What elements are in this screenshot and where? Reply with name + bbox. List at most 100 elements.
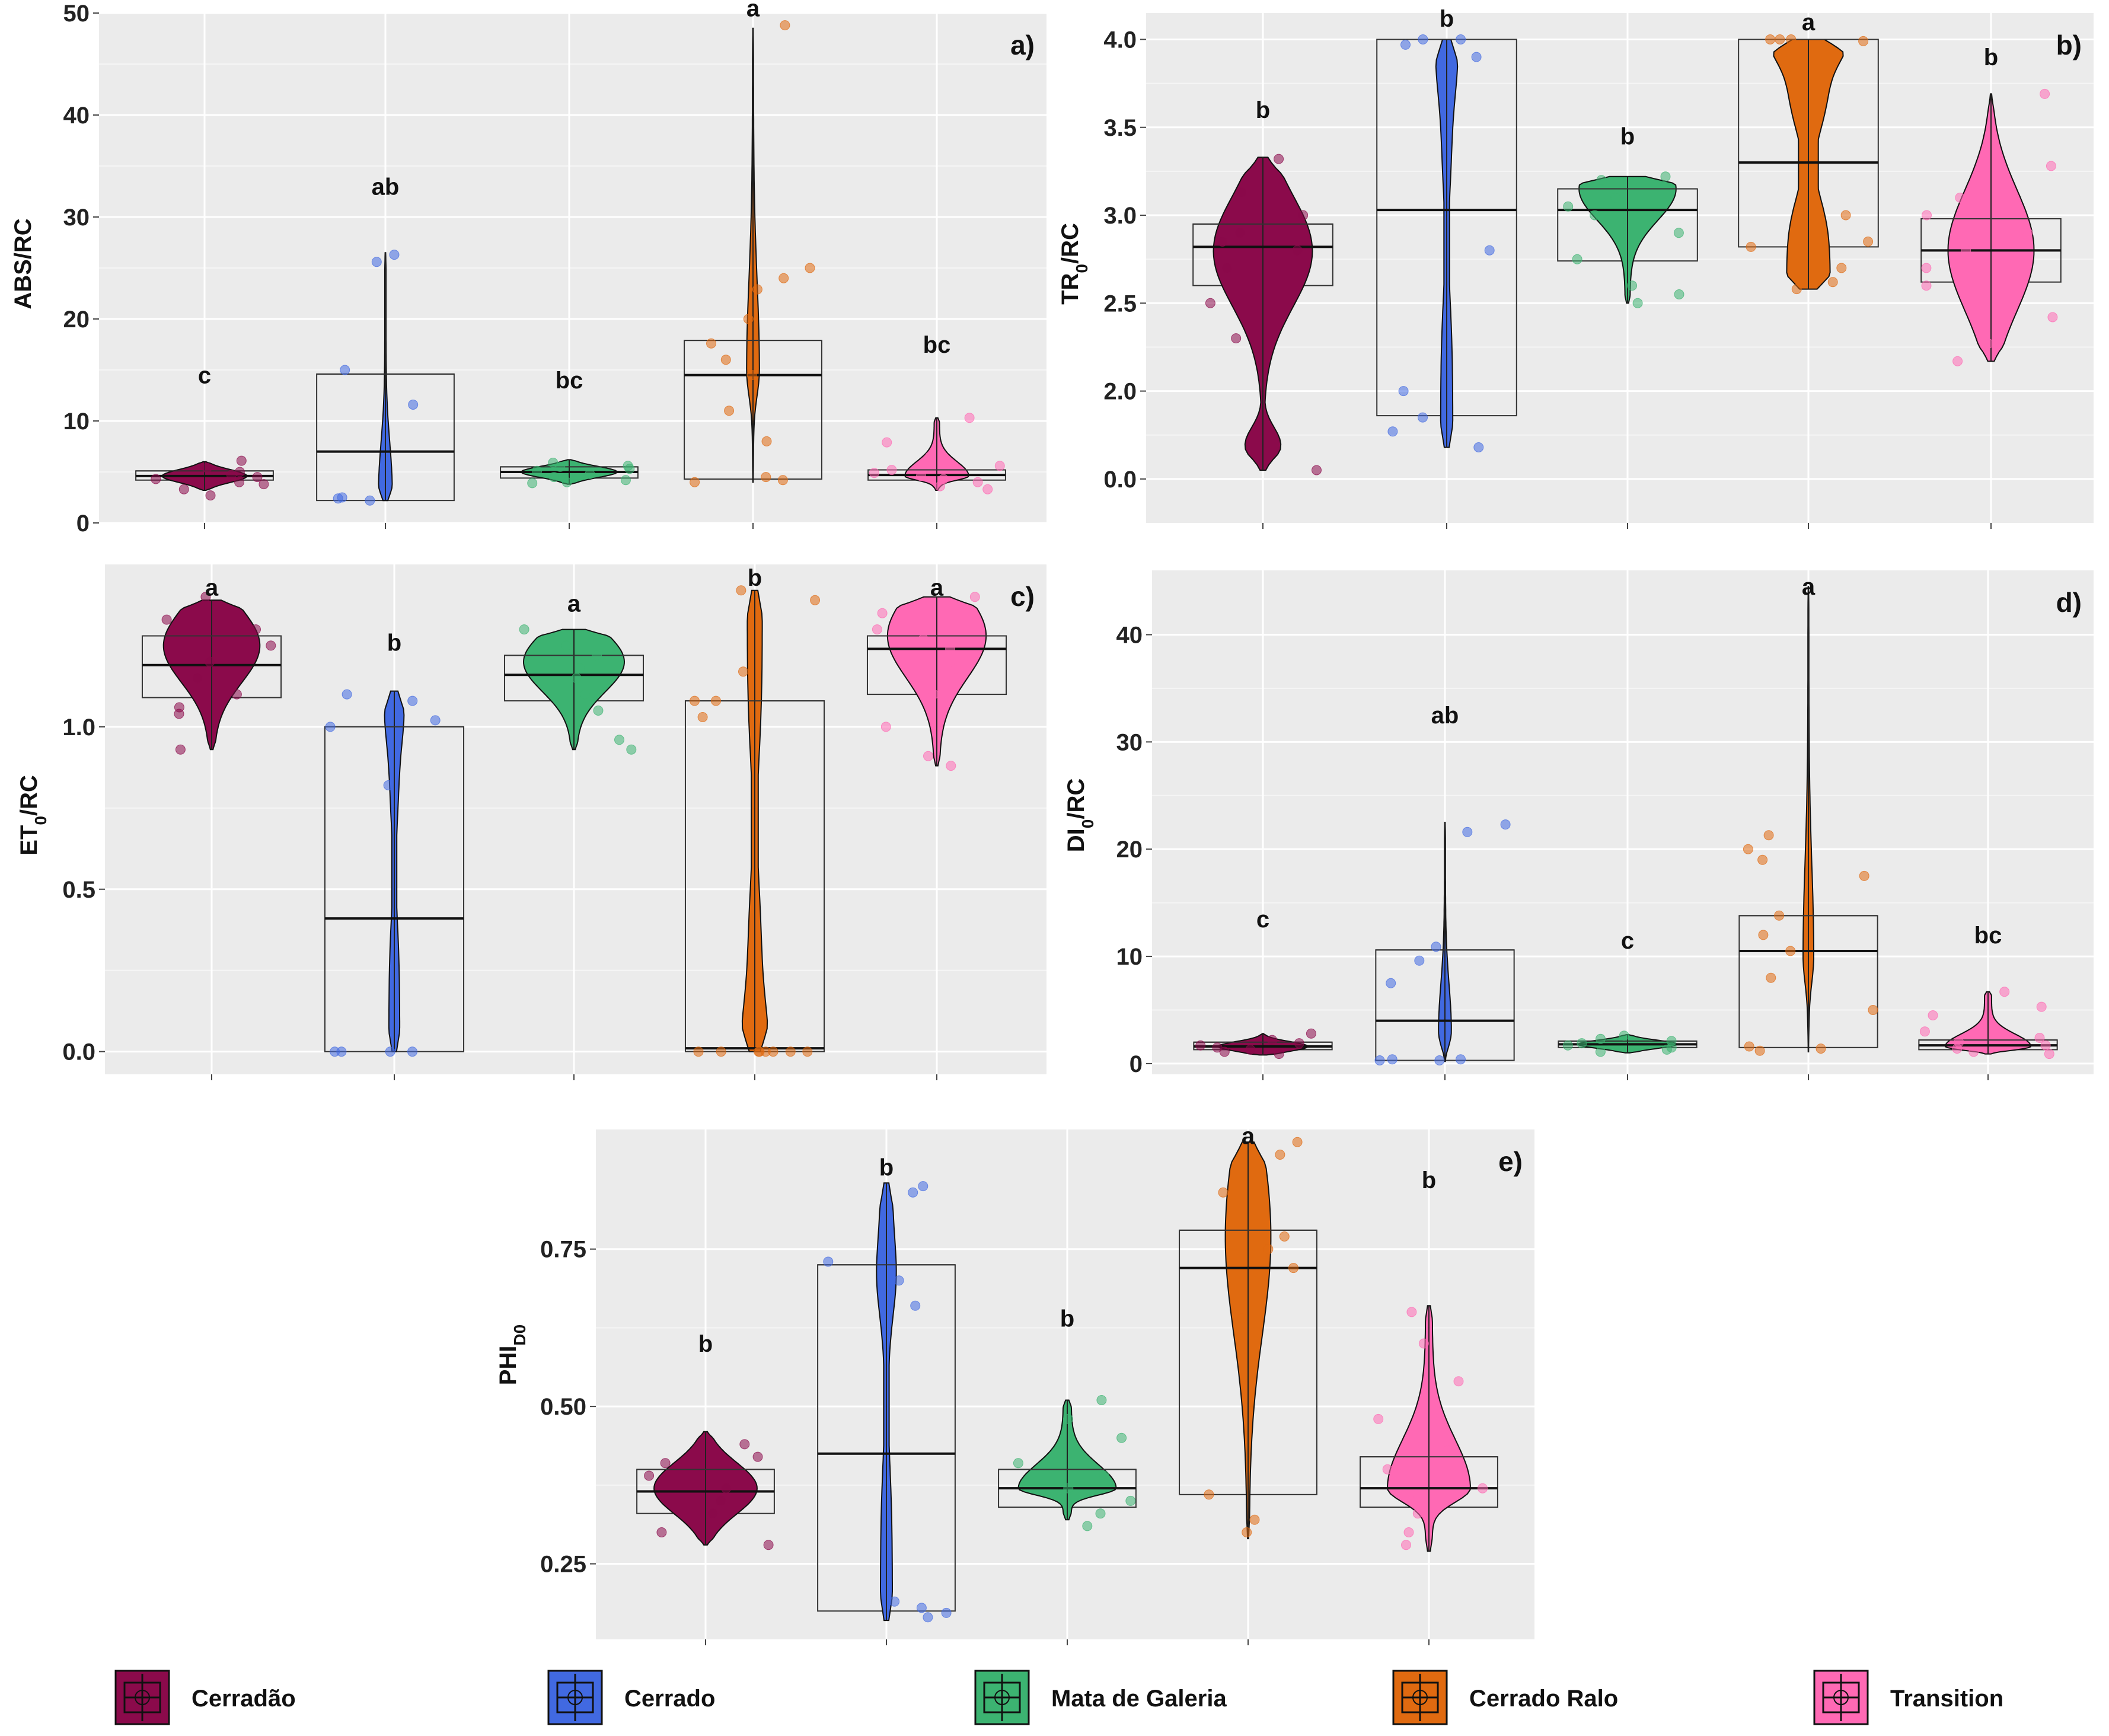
data-point-c-cerrado <box>430 715 441 726</box>
data-point-c-cerrado <box>383 780 394 790</box>
data-point-e-cerrado-ralo <box>1288 1263 1298 1274</box>
data-point-a-cerrado-ralo <box>690 477 700 487</box>
data-point-d-transition <box>2040 1040 2051 1051</box>
data-point-a-mata-de-galeria <box>548 472 559 483</box>
data-point-a-cerrado-ralo <box>761 472 771 483</box>
data-point-c-cerrado-ralo <box>738 666 748 677</box>
y-axis-title-b: TR0/RC <box>1057 223 1091 305</box>
data-point-b-transition <box>1922 210 1932 221</box>
sig-letter-e-mata-de-galeria: b <box>1060 1306 1074 1332</box>
data-point-b-transition <box>2047 312 2058 323</box>
data-point-a-transition <box>886 465 897 476</box>
data-point-d-cerrado-ralo <box>1758 930 1769 940</box>
data-point-e-cerrado <box>889 1596 900 1607</box>
data-point-d-cerrado <box>1462 826 1473 837</box>
data-point-d-cerrado <box>1500 819 1511 830</box>
data-point-d-cerrado-ralo <box>1763 830 1774 841</box>
data-point-c-cerrado-ralo <box>697 712 708 722</box>
sig-letter-c-cerrado: b <box>387 630 401 656</box>
data-point-b-cerrado <box>1484 245 1495 256</box>
data-point-e-cerrado-ralo <box>1204 1489 1214 1500</box>
y-tick-label-a: 40 <box>63 103 90 129</box>
data-point-b-mata-de-galeria <box>1563 201 1574 212</box>
y-axis-title-e: PHID0 <box>495 1325 529 1385</box>
data-point-e-cerrad-o <box>752 1451 763 1462</box>
data-point-b-transition <box>1983 339 1993 349</box>
data-point-e-mata-de-galeria <box>1063 1483 1074 1494</box>
sig-letter-e-cerrado: b <box>879 1155 894 1181</box>
data-point-a-transition <box>982 484 993 494</box>
data-point-d-transition <box>2034 1033 2045 1043</box>
data-point-c-cerrado-ralo <box>754 1046 765 1057</box>
data-point-c-mata-de-galeria <box>519 624 529 635</box>
panel-tag-a: a) <box>1010 30 1035 60</box>
data-point-e-cerrado <box>918 1181 929 1192</box>
legend-point-glyph-transition <box>1833 1690 1849 1705</box>
data-point-e-transition <box>1442 1445 1453 1456</box>
data-point-c-cerrado <box>342 689 352 700</box>
data-point-c-cerrad-o <box>175 744 186 755</box>
y-tick-label-d: 0 <box>1130 1051 1143 1077</box>
data-point-b-cerrad-o <box>1236 187 1247 197</box>
data-point-d-cerrad-o <box>1195 1040 1206 1051</box>
data-point-a-mata-de-galeria <box>532 465 543 476</box>
data-point-d-cerrado <box>1456 1054 1466 1065</box>
data-point-a-cerrado <box>337 492 347 503</box>
data-point-d-mata-de-galeria <box>1619 1030 1629 1041</box>
data-point-c-cerrad-o <box>205 656 215 667</box>
data-point-e-cerrado <box>894 1275 904 1286</box>
y-axis-title-a: ABS/RC <box>10 218 36 309</box>
legend-label-cerrad-o: Cerradão <box>192 1686 296 1712</box>
data-point-c-mata-de-galeria <box>626 744 637 755</box>
data-point-b-cerrado <box>1398 386 1409 397</box>
data-point-a-cerrad-o <box>259 479 269 490</box>
data-point-c-transition <box>872 624 882 635</box>
data-point-c-transition <box>880 722 891 732</box>
data-point-b-transition <box>2046 161 2056 171</box>
data-point-a-mata-de-galeria <box>623 461 633 471</box>
y-tick-label-a: 20 <box>63 307 90 333</box>
legend-key-cerrad-o <box>114 1670 170 1725</box>
data-point-d-cerrad-o <box>1274 1049 1284 1060</box>
panel-b: TR0/RC 0.0 2.0 2.5 3.0 3.5 4.0 b b b a b b) <box>1057 6 2094 529</box>
data-point-c-mata-de-galeria <box>571 673 582 684</box>
data-point-b-transition <box>1961 245 1971 256</box>
data-point-b-mata-de-galeria <box>1610 192 1621 203</box>
sig-letter-b-mata-de-galeria: b <box>1620 124 1635 150</box>
sig-letter-b-cerrado: b <box>1440 6 1454 32</box>
data-point-d-cerrado <box>1431 942 1441 952</box>
legend-key-mata-de-galeria <box>974 1670 1030 1725</box>
sig-letter-d-cerrado-ralo: a <box>1802 574 1816 600</box>
data-point-a-transition <box>964 413 975 423</box>
legend-key-transition <box>1813 1670 1869 1725</box>
data-point-e-cerrado-ralo <box>1249 1514 1260 1525</box>
legend-point-glyph-cerrado <box>567 1690 583 1705</box>
data-point-a-cerrado <box>408 400 419 410</box>
data-point-a-cerrad-o <box>234 477 244 487</box>
data-point-a-transition <box>882 437 892 448</box>
data-point-b-cerrado-ralo <box>1791 284 1802 295</box>
data-point-c-cerrado <box>325 722 336 732</box>
data-point-e-cerrad-o <box>707 1508 718 1519</box>
legend-label-cerrado: Cerrado <box>624 1686 715 1712</box>
data-point-d-cerrado-ralo <box>1754 1045 1765 1056</box>
data-point-d-cerrado <box>1434 1055 1445 1065</box>
data-point-d-cerrado-ralo <box>1757 854 1768 865</box>
legend-label-cerrado-ralo: Cerrado Ralo <box>1469 1686 1618 1712</box>
data-point-d-mata-de-galeria <box>1596 1033 1606 1044</box>
data-point-b-transition <box>1955 192 1966 203</box>
data-point-b-mata-de-galeria <box>1590 210 1600 221</box>
sig-letter-d-mata-de-galeria: c <box>1621 928 1634 954</box>
data-point-b-cerrado-ralo <box>1827 277 1838 288</box>
panel-e: PHID0 0.25 0.50 0.75 b b b a b e) <box>495 1124 1534 1645</box>
data-point-e-cerrado-ralo <box>1279 1231 1290 1242</box>
data-point-a-cerrado-ralo <box>743 314 754 324</box>
data-point-d-cerrado <box>1386 978 1396 988</box>
data-point-c-transition <box>929 689 939 700</box>
data-point-d-cerrad-o <box>1306 1028 1316 1039</box>
data-point-b-cerrad-o <box>1234 228 1245 238</box>
data-point-b-transition <box>2040 88 2050 99</box>
data-point-e-mata-de-galeria <box>1095 1508 1106 1519</box>
data-point-d-transition <box>1928 1010 1938 1020</box>
y-tick-label-d: 40 <box>1116 623 1143 649</box>
